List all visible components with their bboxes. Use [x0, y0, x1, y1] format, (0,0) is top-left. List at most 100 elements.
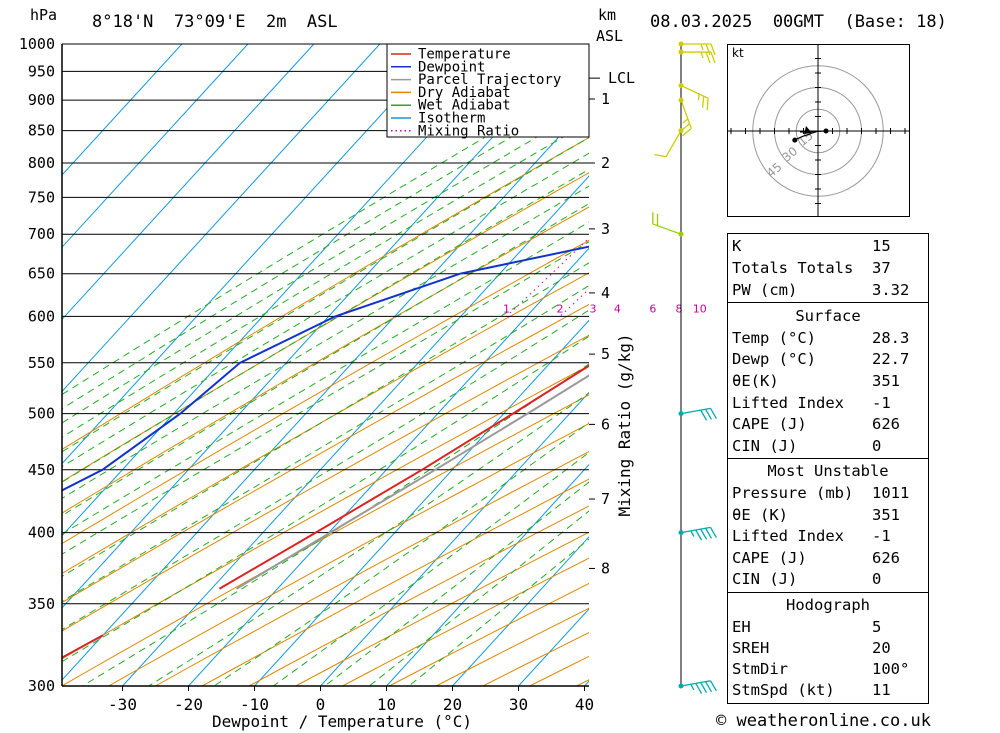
index-value: 15	[872, 237, 891, 255]
wet-adiabat-line	[62, 284, 589, 602]
pressure-tick-label: 850	[28, 122, 55, 140]
km-tick-label: 3	[601, 220, 610, 238]
legend-box	[386, 43, 590, 138]
mixing-ratio-label: 3	[590, 302, 597, 315]
hodograph-panel: kt 15 30 45	[727, 44, 910, 217]
km-tick-label: 2	[601, 154, 610, 172]
pressure-tick-label: 450	[28, 461, 55, 479]
pressure-tick-label: 750	[28, 188, 55, 206]
isotherm-line	[386, 463, 589, 686]
pressure-tick-label: 400	[28, 524, 55, 542]
location-title: 8°18'N 73°09'E 2m ASL	[92, 12, 338, 32]
dry-adiabat-line	[62, 303, 589, 604]
pressure-unit-label: hPa	[30, 6, 58, 24]
mixing-ratio-label: 2	[556, 302, 563, 315]
hodograph-key: StmSpd (kt)	[732, 681, 835, 699]
wind-barb-flag	[705, 43, 711, 56]
wind-barb-half	[690, 530, 695, 537]
isotherm-line	[452, 536, 589, 686]
most-unstable-value: 351	[872, 506, 900, 524]
surface-row: Dewp (°C) 22.7	[732, 349, 922, 370]
legend-label: Mixing Ratio	[418, 123, 519, 139]
wind-barb-flag	[700, 528, 708, 540]
km-tick-label: 6	[601, 415, 610, 433]
index-key: Totals Totals	[732, 259, 854, 277]
wind-barb-half	[700, 43, 704, 51]
isotherm-line	[62, 44, 315, 321]
pressure-tick-label: 550	[28, 354, 55, 372]
isotherm-line	[254, 319, 589, 686]
wet-adiabat-line	[62, 262, 589, 577]
copyright-link[interactable]: © weatheronline.co.uk	[716, 711, 931, 731]
surface-row: CIN (J) 0	[732, 436, 922, 457]
wind-barb-half	[690, 683, 695, 691]
most-unstable-value: 1011	[872, 484, 910, 502]
hodograph-end-point	[792, 137, 798, 143]
wet-adiabat-line	[62, 185, 589, 499]
x-tick-label: 10	[377, 695, 396, 714]
most-unstable-key: Lifted Index	[732, 527, 844, 545]
hodograph-title: Hodograph	[786, 596, 870, 614]
wind-barb-flag	[701, 96, 705, 108]
wet-adiabat-line	[148, 392, 589, 686]
isobars	[62, 43, 589, 687]
wind-barb-flag	[695, 683, 703, 694]
dry-adiabat-line	[201, 478, 589, 686]
wind-barb-flag	[710, 43, 716, 56]
pressure-tick-label: 500	[28, 405, 55, 423]
hodograph-unit-label: kt	[732, 46, 744, 60]
km-tick-label: 4	[601, 284, 610, 302]
most-unstable-title: Most Unstable	[767, 462, 889, 480]
wet-adiabat-line	[62, 152, 589, 468]
wind-barb-flag	[705, 527, 713, 539]
most-unstable-key: CIN (J)	[732, 570, 798, 588]
hodograph-value: 20	[872, 639, 891, 657]
mixing-ratio-label: 4	[614, 302, 621, 315]
km-tick-label: 1	[601, 90, 610, 108]
chart-axes: 3003504004505005506006507007508008509009…	[19, 35, 635, 731]
surface-key: Lifted Index	[732, 394, 844, 412]
surface-value: 626	[872, 415, 900, 433]
most-unstable-row: CIN (J) 0	[732, 569, 922, 590]
x-tick-label: -30	[108, 695, 137, 714]
isotherm-line	[62, 44, 513, 537]
dry-adiabat-line	[62, 172, 589, 483]
isotherm-line	[62, 44, 447, 465]
wind-barb-half	[682, 118, 689, 124]
pressure-tick-label: 650	[28, 265, 55, 283]
storm-motion-arrow	[804, 126, 812, 134]
surface-title: Surface	[795, 307, 861, 325]
x-axis-label: Dewpoint / Temperature (°C)	[212, 712, 472, 731]
most-unstable-row: Lifted Index -1	[732, 526, 922, 547]
most-unstable-key: θE (K)	[732, 506, 788, 524]
indices-most-unstable-box: Most Unstable Pressure (mb) 1011 θE (K) 35…	[727, 458, 929, 593]
surface-value: 28.3	[872, 329, 910, 347]
most-unstable-row: θE (K) 351	[732, 505, 922, 526]
chart-series	[62, 245, 589, 659]
wind-barb-flag	[706, 98, 709, 110]
most-unstable-key: CAPE (J)	[732, 549, 807, 567]
surface-key: Dewp (°C)	[732, 350, 816, 368]
pressure-tick-label: 950	[28, 62, 55, 80]
hodograph-ring-label: 30	[780, 144, 801, 165]
wind-barb-shaft	[680, 99, 692, 129]
km-tick-label: 8	[601, 559, 610, 577]
series-parcel-trajectory	[235, 374, 589, 590]
km-tick-label: 5	[601, 345, 610, 363]
wind-barb-flag	[709, 680, 717, 692]
indices-general-box: K 15 Totals Totals 37 PW (cm) 3.32	[727, 233, 929, 303]
x-tick-label: 0	[316, 695, 326, 714]
hodograph-row: SREH 20	[732, 638, 922, 659]
surface-key: CIN (J)	[732, 437, 798, 455]
right-axis-label: Mixing Ratio (g/kg)	[615, 333, 634, 516]
pressure-tick-label: 1000	[19, 35, 55, 53]
index-row: PW (cm) 3.32	[732, 280, 922, 301]
surface-value: 351	[872, 372, 900, 390]
hodograph-row: EH 5	[732, 617, 922, 638]
hodograph-key: StmDir	[732, 660, 788, 678]
legend-label: Isotherm	[418, 111, 485, 127]
isotherm-line	[62, 44, 381, 393]
surface-row: CAPE (J) 626	[732, 414, 922, 435]
